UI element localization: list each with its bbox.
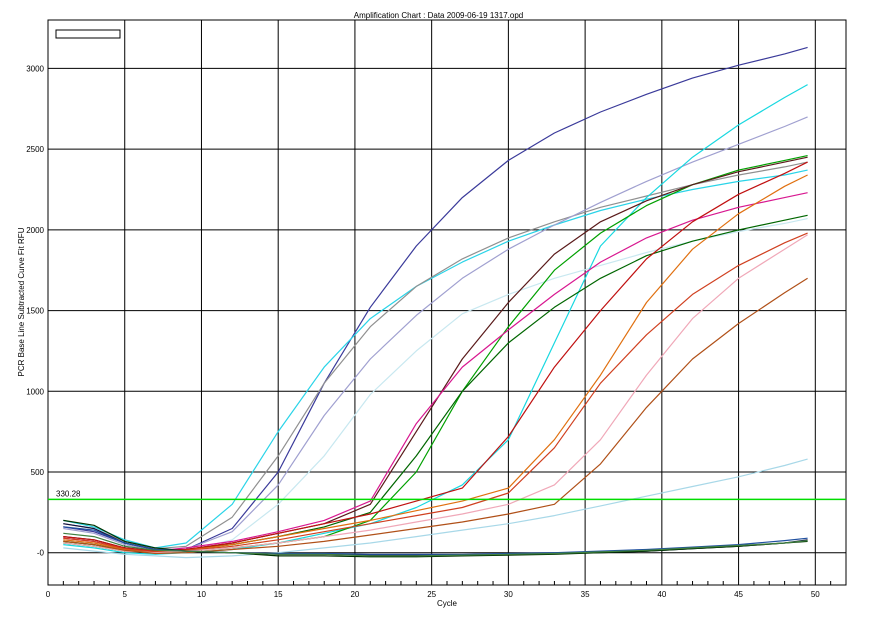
series-line-18 — [63, 519, 808, 558]
y-tick-label: 500 — [31, 468, 45, 477]
x-axis-label: Cycle — [437, 599, 458, 608]
grid-layer — [48, 20, 846, 585]
x-tick-label: 30 — [504, 590, 513, 599]
x-tick-label: 35 — [581, 590, 590, 599]
x-tick-label: 0 — [46, 590, 51, 599]
series-line-14 — [63, 234, 808, 554]
x-tick-label: 50 — [811, 590, 820, 599]
y-tick-label: 1000 — [26, 387, 44, 396]
threshold-layer: 330.28 — [48, 489, 846, 501]
x-tick-label: 5 — [123, 590, 128, 599]
series-line-16 — [63, 458, 808, 559]
y-tick-label: 2500 — [26, 145, 44, 154]
series-line-15 — [63, 277, 808, 555]
series-line-6 — [63, 84, 808, 555]
y-tick-label: 1500 — [26, 307, 44, 316]
series-layer — [63, 46, 808, 559]
tick-layer: 0 5 10 15 20 25 30 35 40 45 50 -0 500 1000 1500 2000 250… — [26, 64, 832, 599]
y-tick-label: 2000 — [26, 226, 44, 235]
x-tick-label: 25 — [427, 590, 436, 599]
legend-box — [55, 29, 121, 39]
series-line-11 — [63, 161, 808, 552]
plot-area — [47, 19, 847, 586]
series-line-19 — [63, 526, 808, 555]
chart-title: Amplification Chart : Data 2009-06-19 13… — [353, 11, 524, 20]
x-tick-label: 20 — [350, 590, 359, 599]
y-tick-label: -0 — [37, 549, 45, 558]
x-tick-label: 40 — [657, 590, 666, 599]
series-line-20 — [63, 532, 808, 557]
x-tick-label: 15 — [274, 590, 283, 599]
y-axis-label: PCR Base Line Subtracted Curve Fit RFU — [17, 227, 26, 376]
y-tick-label: 3000 — [26, 64, 44, 73]
x-tick-label: 10 — [197, 590, 206, 599]
series-line-13 — [63, 232, 808, 553]
x-tick-label: 45 — [734, 590, 743, 599]
threshold-label: 330.28 — [56, 489, 81, 498]
